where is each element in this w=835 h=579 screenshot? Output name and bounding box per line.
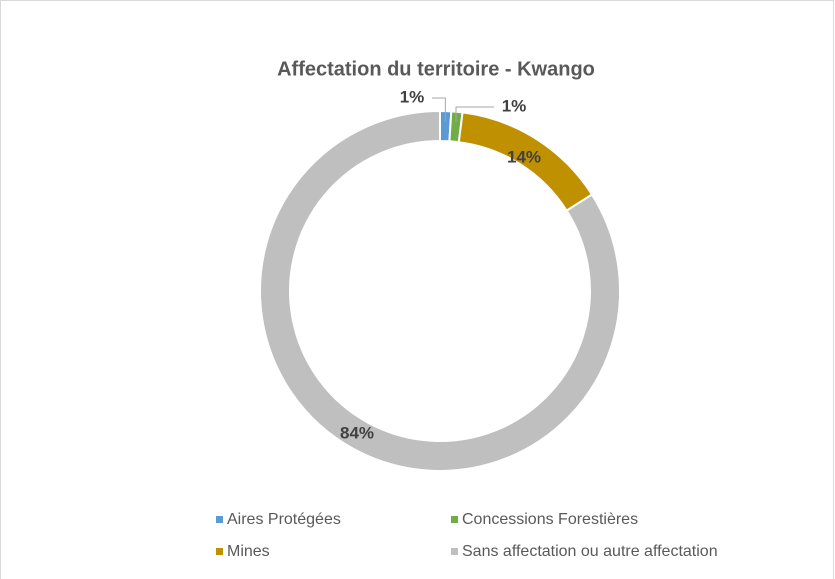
legend-label: Aires Protégées bbox=[227, 511, 341, 528]
data-label: 1% bbox=[400, 87, 425, 106]
data-label: 14% bbox=[507, 147, 541, 166]
legend-label: Mines bbox=[227, 543, 270, 560]
legend-label: Concessions Forestières bbox=[462, 511, 638, 528]
legend-marker bbox=[451, 516, 458, 523]
donut-slice bbox=[259, 109, 621, 472]
legend-marker bbox=[216, 516, 223, 523]
legend-marker bbox=[216, 548, 223, 555]
legend-label: Sans affectation ou autre affectation bbox=[462, 543, 718, 560]
chart-title: Affectation du territoire - Kwango bbox=[277, 58, 595, 80]
data-label: 84% bbox=[340, 423, 374, 442]
leader-line bbox=[455, 106, 494, 122]
data-label: 1% bbox=[502, 96, 527, 115]
legend-marker bbox=[451, 548, 458, 555]
leader-line bbox=[432, 97, 446, 122]
